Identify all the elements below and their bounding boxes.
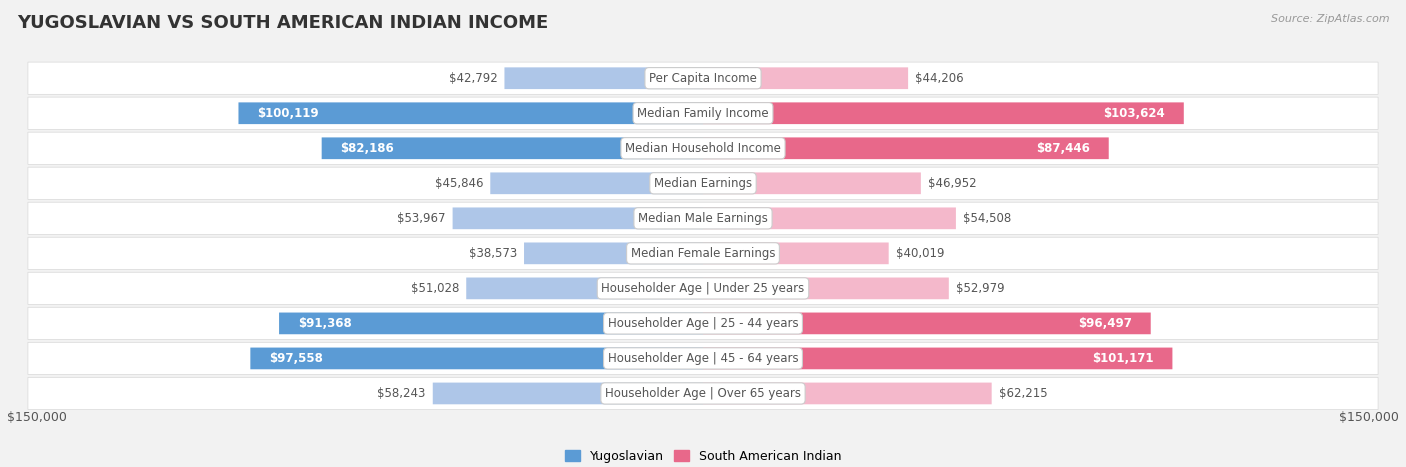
Text: $45,846: $45,846 [434,177,484,190]
Text: $40,019: $40,019 [896,247,945,260]
FancyBboxPatch shape [703,102,1184,124]
Text: $46,952: $46,952 [928,177,976,190]
Text: Householder Age | 25 - 44 years: Householder Age | 25 - 44 years [607,317,799,330]
Text: Median Family Income: Median Family Income [637,107,769,120]
FancyBboxPatch shape [28,202,1378,234]
FancyBboxPatch shape [703,137,1109,159]
Text: Householder Age | 45 - 64 years: Householder Age | 45 - 64 years [607,352,799,365]
FancyBboxPatch shape [433,382,703,404]
FancyBboxPatch shape [505,67,703,89]
Text: $96,497: $96,497 [1078,317,1132,330]
FancyBboxPatch shape [524,242,703,264]
Text: $38,573: $38,573 [468,247,517,260]
Text: $97,558: $97,558 [269,352,323,365]
Text: $91,368: $91,368 [298,317,352,330]
FancyBboxPatch shape [703,67,908,89]
Text: Median Male Earnings: Median Male Earnings [638,212,768,225]
Text: $100,119: $100,119 [257,107,319,120]
Text: $42,792: $42,792 [449,72,498,85]
FancyBboxPatch shape [28,342,1378,375]
Text: Median Earnings: Median Earnings [654,177,752,190]
FancyBboxPatch shape [250,347,703,369]
Legend: Yugoslavian, South American Indian: Yugoslavian, South American Indian [560,445,846,467]
Text: Source: ZipAtlas.com: Source: ZipAtlas.com [1271,14,1389,24]
FancyBboxPatch shape [703,207,956,229]
Text: $87,446: $87,446 [1036,142,1090,155]
Text: YUGOSLAVIAN VS SOUTH AMERICAN INDIAN INCOME: YUGOSLAVIAN VS SOUTH AMERICAN INDIAN INC… [17,14,548,32]
Text: Median Female Earnings: Median Female Earnings [631,247,775,260]
FancyBboxPatch shape [703,277,949,299]
FancyBboxPatch shape [703,382,991,404]
Text: $44,206: $44,206 [915,72,963,85]
FancyBboxPatch shape [278,312,703,334]
Text: Per Capita Income: Per Capita Income [650,72,756,85]
FancyBboxPatch shape [491,172,703,194]
Text: $58,243: $58,243 [377,387,426,400]
Text: Median Household Income: Median Household Income [626,142,780,155]
FancyBboxPatch shape [453,207,703,229]
FancyBboxPatch shape [703,242,889,264]
Text: $82,186: $82,186 [340,142,394,155]
Text: Householder Age | Under 25 years: Householder Age | Under 25 years [602,282,804,295]
FancyBboxPatch shape [28,237,1378,269]
FancyBboxPatch shape [28,307,1378,340]
FancyBboxPatch shape [239,102,703,124]
FancyBboxPatch shape [703,172,921,194]
FancyBboxPatch shape [703,347,1173,369]
Text: $62,215: $62,215 [998,387,1047,400]
Text: $52,979: $52,979 [956,282,1004,295]
Text: $51,028: $51,028 [411,282,460,295]
FancyBboxPatch shape [467,277,703,299]
Text: $101,171: $101,171 [1092,352,1154,365]
Text: $150,000: $150,000 [7,411,67,424]
FancyBboxPatch shape [28,62,1378,94]
Text: $53,967: $53,967 [396,212,446,225]
FancyBboxPatch shape [28,167,1378,199]
Text: $103,624: $103,624 [1104,107,1166,120]
Text: $54,508: $54,508 [963,212,1011,225]
FancyBboxPatch shape [28,132,1378,164]
FancyBboxPatch shape [28,377,1378,410]
FancyBboxPatch shape [322,137,703,159]
FancyBboxPatch shape [28,97,1378,129]
FancyBboxPatch shape [28,272,1378,304]
FancyBboxPatch shape [703,312,1150,334]
Text: $150,000: $150,000 [1339,411,1399,424]
Text: Householder Age | Over 65 years: Householder Age | Over 65 years [605,387,801,400]
